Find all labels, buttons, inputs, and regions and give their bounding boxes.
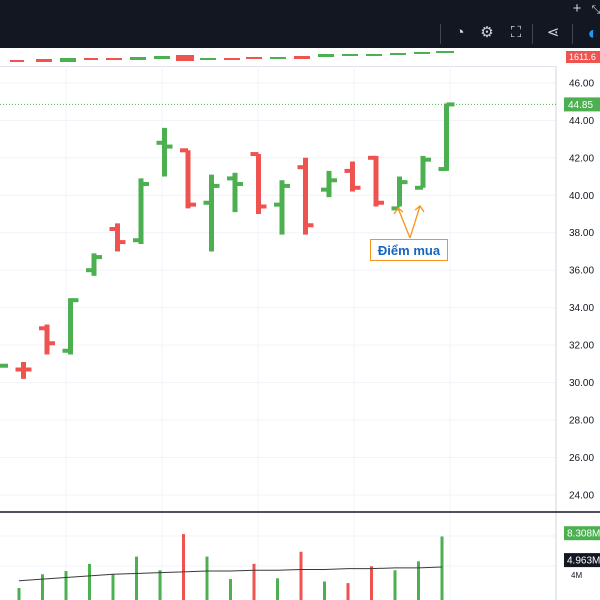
volume-bar-up bbox=[205, 556, 209, 600]
logo-icon[interactable]: ◐ bbox=[587, 23, 599, 43]
volume-bar-up bbox=[64, 571, 68, 600]
price-tick-label: 32.00 bbox=[569, 341, 594, 352]
volume-bar-up bbox=[88, 563, 91, 600]
ohlc-bar-down[interactable] bbox=[250, 152, 267, 214]
ohlc-bar-up[interactable] bbox=[156, 127, 173, 177]
toolbar-separator bbox=[532, 24, 533, 44]
ohlc-bar-up[interactable] bbox=[86, 253, 102, 276]
annotation-arrowhead bbox=[393, 207, 404, 215]
collapse-icon[interactable]: ⤡ bbox=[591, 4, 600, 16]
volume-bar-up bbox=[135, 556, 138, 600]
share-icon[interactable]: ⋖ bbox=[546, 24, 560, 41]
volume-bar-up bbox=[323, 581, 326, 600]
ohlc-bar-up[interactable] bbox=[274, 180, 290, 235]
price-tick-label: 34.00 bbox=[569, 303, 594, 314]
top-toolbar: + ⤡ ◔ ⚙ ⛶ ⋖ ◐ bbox=[0, 0, 600, 48]
volume-value-badge bbox=[564, 526, 600, 541]
price-chart[interactable]: 46.00 44.00 42.00 40.00 38.00 36.00 34.00 32.00… bbox=[0, 66, 600, 600]
volume-bar-up bbox=[417, 561, 420, 600]
ohlc-bar-down[interactable] bbox=[15, 362, 32, 379]
ohlc-bar-up[interactable] bbox=[438, 102, 455, 172]
volume-bar-up bbox=[41, 574, 44, 600]
mini-strip-bars bbox=[10, 51, 454, 62]
price-tick-label: 46.00 bbox=[569, 78, 594, 89]
volume-bar-down bbox=[252, 563, 256, 600]
price-tick-label: 40.00 bbox=[569, 191, 594, 202]
annotation-arrow bbox=[397, 207, 411, 239]
price-tick-label: 24.00 bbox=[569, 491, 594, 502]
price-axis bbox=[556, 66, 600, 600]
ohlc-bar-down[interactable] bbox=[344, 161, 361, 192]
ohlc-bar-down[interactable] bbox=[297, 157, 314, 235]
gear-icon[interactable]: ⚙ bbox=[480, 24, 494, 41]
ohlc-bar-up[interactable] bbox=[391, 176, 408, 211]
fullscreen-icon[interactable]: ⛶ bbox=[510, 24, 522, 41]
volume-bar-up bbox=[158, 570, 162, 600]
last-price-badge bbox=[564, 97, 600, 112]
volume-bar-up bbox=[229, 579, 232, 600]
volume-ma-line bbox=[18, 566, 443, 582]
volume-bar-up bbox=[393, 570, 397, 600]
mini-strip-label: 1611.6 bbox=[566, 51, 600, 63]
volume-bar-down bbox=[370, 566, 373, 600]
price-tick-label: 36.00 bbox=[569, 266, 594, 277]
mini-strip: 1611.6 bbox=[0, 48, 600, 67]
toolbar-separator bbox=[440, 24, 441, 44]
annotation-arrow bbox=[409, 205, 421, 239]
volume-bar-up bbox=[276, 578, 279, 600]
volume-bar-down bbox=[346, 583, 350, 600]
last-price-label: 44.85 bbox=[568, 100, 593, 111]
alert-clock-icon[interactable]: ◔ bbox=[455, 24, 465, 41]
volume-bar-up bbox=[17, 587, 21, 600]
price-tick-label: 42.00 bbox=[569, 153, 594, 164]
price-tick-label: 30.00 bbox=[569, 378, 594, 389]
ohlc-bar-up[interactable] bbox=[203, 174, 220, 252]
volume-value-badge bbox=[564, 553, 600, 568]
volume-bar-down bbox=[299, 551, 303, 600]
annotation-buy-point[interactable]: Điểm mua bbox=[370, 239, 448, 261]
ohlc-bar-down[interactable] bbox=[39, 324, 55, 355]
ohlc-bar-up[interactable] bbox=[415, 155, 431, 190]
volume-value-label: 4.963M bbox=[567, 556, 600, 567]
ohlc-bar-down[interactable] bbox=[368, 155, 384, 207]
ohlc-bar-up[interactable] bbox=[133, 178, 149, 244]
price-tick-label: 38.00 bbox=[569, 228, 594, 239]
ohlc-bar-down[interactable] bbox=[109, 223, 126, 252]
ohlc-bar-down[interactable] bbox=[180, 148, 196, 209]
ohlc-bar-up[interactable] bbox=[62, 298, 79, 355]
price-tick-label: 28.00 bbox=[569, 416, 594, 427]
volume-tick-label: 4M bbox=[571, 571, 582, 580]
annotation-arrowhead bbox=[414, 205, 425, 213]
volume-value-label: 8.308M bbox=[567, 529, 600, 540]
ohlc-bar-up[interactable] bbox=[321, 170, 337, 198]
plus-icon[interactable]: + bbox=[572, 0, 582, 17]
volume-bar-up bbox=[111, 574, 115, 600]
volume-bar-down bbox=[182, 534, 185, 600]
toolbar-separator bbox=[572, 24, 573, 44]
price-tick-label: 44.00 bbox=[569, 116, 594, 127]
price-tick-label: 26.00 bbox=[569, 453, 594, 464]
ohlc-bar-up[interactable] bbox=[227, 172, 243, 213]
volume-bar-up bbox=[440, 536, 444, 600]
